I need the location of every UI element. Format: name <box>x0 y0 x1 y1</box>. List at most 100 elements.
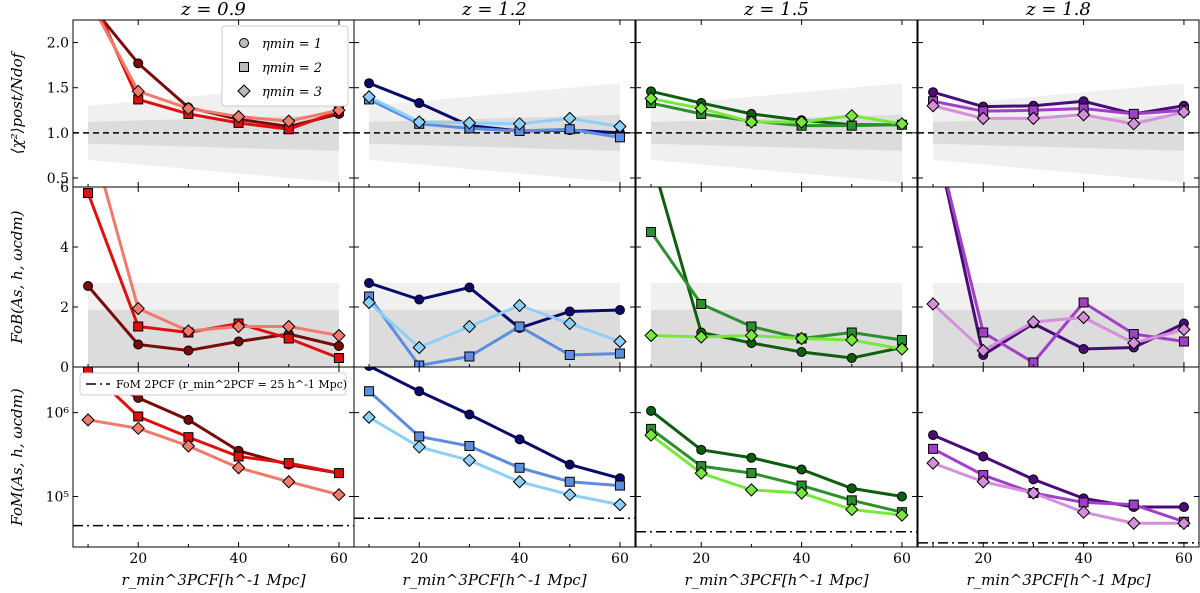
data-point <box>646 405 657 416</box>
data-point <box>364 386 375 397</box>
y-tick-label: 2.0 <box>47 36 69 52</box>
data-point <box>644 91 658 106</box>
data-point <box>1028 357 1039 367</box>
y-axis-label: FoM(As, h, ωcdm) <box>8 388 26 527</box>
data-point <box>564 459 575 470</box>
data-point <box>333 341 344 351</box>
data-point <box>976 475 990 489</box>
series-line-3 <box>368 415 621 507</box>
panel-frame <box>635 366 918 548</box>
data-point <box>796 347 807 357</box>
data-point <box>362 295 376 310</box>
data-point <box>614 480 625 491</box>
data-point <box>1127 117 1141 131</box>
data-point <box>181 101 196 116</box>
panel-chi2-1 <box>354 78 635 183</box>
data-point <box>231 319 246 334</box>
data-point <box>133 339 144 350</box>
data-point <box>183 414 194 425</box>
series-line-2 <box>367 295 620 367</box>
data-point <box>282 475 296 489</box>
data-point <box>1076 108 1091 122</box>
data-point <box>1028 474 1039 485</box>
series-line-2 <box>650 427 903 514</box>
data-point <box>133 321 144 332</box>
panel-title: z = 0.9 <box>180 0 246 20</box>
panel-fob-1 <box>362 278 627 367</box>
series-line-1 <box>368 367 621 480</box>
series-line-1 <box>86 285 340 353</box>
data-point <box>1177 322 1191 337</box>
y-tick-label: 2 <box>60 300 69 316</box>
data-point <box>1076 310 1091 325</box>
series-line-2 <box>87 368 340 475</box>
series-line-3 <box>932 302 1185 353</box>
data-point <box>744 115 759 129</box>
fom-legend: FoM 2PCF (r_min^2PCF = 25 h^-1 Mpc) <box>79 372 347 396</box>
data-point <box>181 439 196 453</box>
data-point <box>846 120 857 131</box>
data-point <box>613 334 627 349</box>
data-point <box>846 483 857 494</box>
data-point <box>1178 501 1189 512</box>
panel-title: z = 1.2 <box>461 0 527 20</box>
data-point <box>614 132 625 143</box>
series-line-3 <box>651 333 903 351</box>
y-tick-label: 0 <box>60 360 69 376</box>
y-tick-label: 1.5 <box>47 81 69 97</box>
series-line-3 <box>98 20 340 123</box>
legend-label: ηmin = 1 <box>262 37 322 52</box>
data-point <box>1026 315 1041 329</box>
data-point <box>1026 486 1041 500</box>
data-point <box>233 451 244 462</box>
panel-chi2-3 <box>918 83 1199 183</box>
data-point <box>895 117 909 131</box>
data-point <box>362 410 376 424</box>
data-point <box>1078 297 1089 308</box>
data-point <box>926 99 940 113</box>
data-point <box>845 502 859 517</box>
series-line-3 <box>103 187 340 337</box>
confidence-band-inner <box>88 310 339 367</box>
y-tick-label: 1.0 <box>47 126 69 142</box>
x-tick-label: 20 <box>129 551 147 567</box>
data-point <box>796 464 807 475</box>
x-tick-label: 60 <box>893 551 911 567</box>
data-point <box>333 353 344 363</box>
data-point <box>644 428 658 442</box>
x-tick-label: 20 <box>974 551 992 567</box>
data-point <box>928 430 939 441</box>
data-point <box>332 103 346 117</box>
y-axis-label: ⟨χ²⟩post/Ndof <box>8 50 26 154</box>
data-point <box>362 90 376 104</box>
x-tick-label: 40 <box>230 551 248 567</box>
data-point <box>845 108 859 123</box>
panel-frame <box>353 366 636 548</box>
data-point <box>412 115 426 129</box>
series-line-3 <box>932 461 1184 525</box>
confidence-band-inner <box>369 310 620 367</box>
legend: ηmin = 1 ηmin = 2 ηmin = 3 <box>221 25 349 107</box>
x-tick-label: 40 <box>511 551 529 567</box>
x-tick-label: 60 <box>611 551 629 567</box>
series-line-3 <box>368 301 621 350</box>
legend-label: ηmin = 2 <box>262 61 322 76</box>
y-tick-label: 4 <box>60 240 69 256</box>
data-point <box>231 461 246 475</box>
data-point <box>895 508 909 522</box>
data-point <box>696 444 707 455</box>
data-point <box>564 124 575 135</box>
data-point <box>1177 516 1191 530</box>
data-point <box>464 409 475 420</box>
series-line-1 <box>932 433 1184 509</box>
x-tick-label: 20 <box>692 551 710 567</box>
data-point <box>333 468 344 479</box>
data-point <box>1127 516 1141 530</box>
data-point <box>794 331 809 346</box>
data-point <box>81 413 95 427</box>
data-point <box>282 114 296 128</box>
data-point <box>183 345 194 356</box>
data-point <box>231 109 246 124</box>
data-point <box>514 321 525 332</box>
